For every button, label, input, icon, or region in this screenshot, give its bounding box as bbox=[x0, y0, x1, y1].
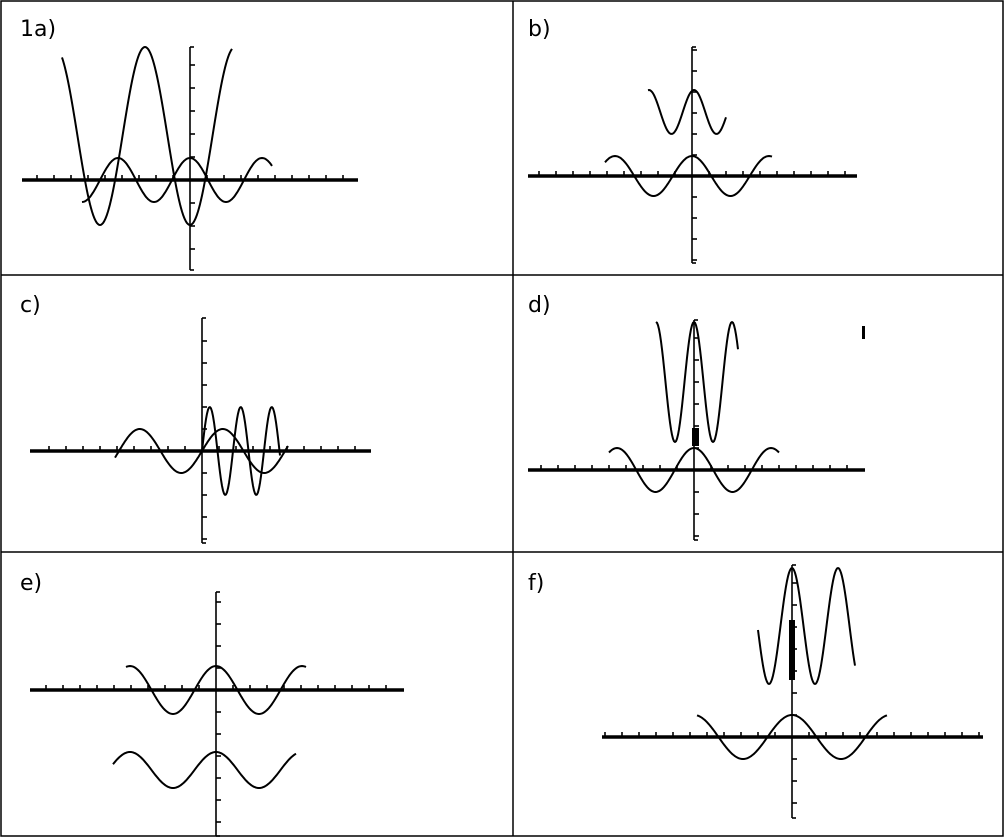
panel-a-label: 1a) bbox=[20, 17, 56, 42]
panel-f-overlap-mark bbox=[789, 620, 795, 680]
panel-d-tall-curve bbox=[655, 321, 739, 443]
panel-b-base-curve bbox=[604, 155, 773, 197]
panel-b: b) bbox=[528, 17, 857, 264]
panel-f-label: f) bbox=[528, 571, 544, 596]
panel-c-base-curve bbox=[114, 428, 289, 474]
panel-a-tall-curve bbox=[61, 46, 233, 226]
panel-b-axes bbox=[528, 46, 857, 264]
panel-d: d) bbox=[528, 293, 865, 541]
panel-d-label: d) bbox=[528, 293, 551, 318]
panel-e-axes bbox=[30, 591, 404, 837]
panel-b-label: b) bbox=[528, 17, 551, 42]
panel-e-label: e) bbox=[20, 571, 42, 596]
panel-c-label: c) bbox=[20, 293, 41, 318]
panel-a-short-curve bbox=[81, 157, 273, 203]
panel-c: c) bbox=[20, 293, 371, 544]
panel-d-stray-mark bbox=[862, 326, 865, 339]
panel-e-shifted-down-curve bbox=[112, 751, 297, 789]
panel-c-axes bbox=[30, 317, 371, 544]
panel-d-base-curve bbox=[608, 447, 780, 493]
panel-f-base-curve bbox=[696, 714, 888, 760]
panel-e-base-curve bbox=[125, 665, 307, 715]
panel-d-overlap-mark bbox=[692, 428, 699, 446]
panel-f-tall-curve bbox=[757, 567, 856, 685]
panel-b-shifted-curve bbox=[647, 89, 727, 135]
panel-f: f) bbox=[528, 564, 983, 819]
panel-c-compressed-curve bbox=[201, 406, 281, 496]
panel-a: 1a) bbox=[20, 17, 358, 271]
panel-f-axes bbox=[602, 564, 983, 819]
panel-e: e) bbox=[20, 571, 404, 837]
